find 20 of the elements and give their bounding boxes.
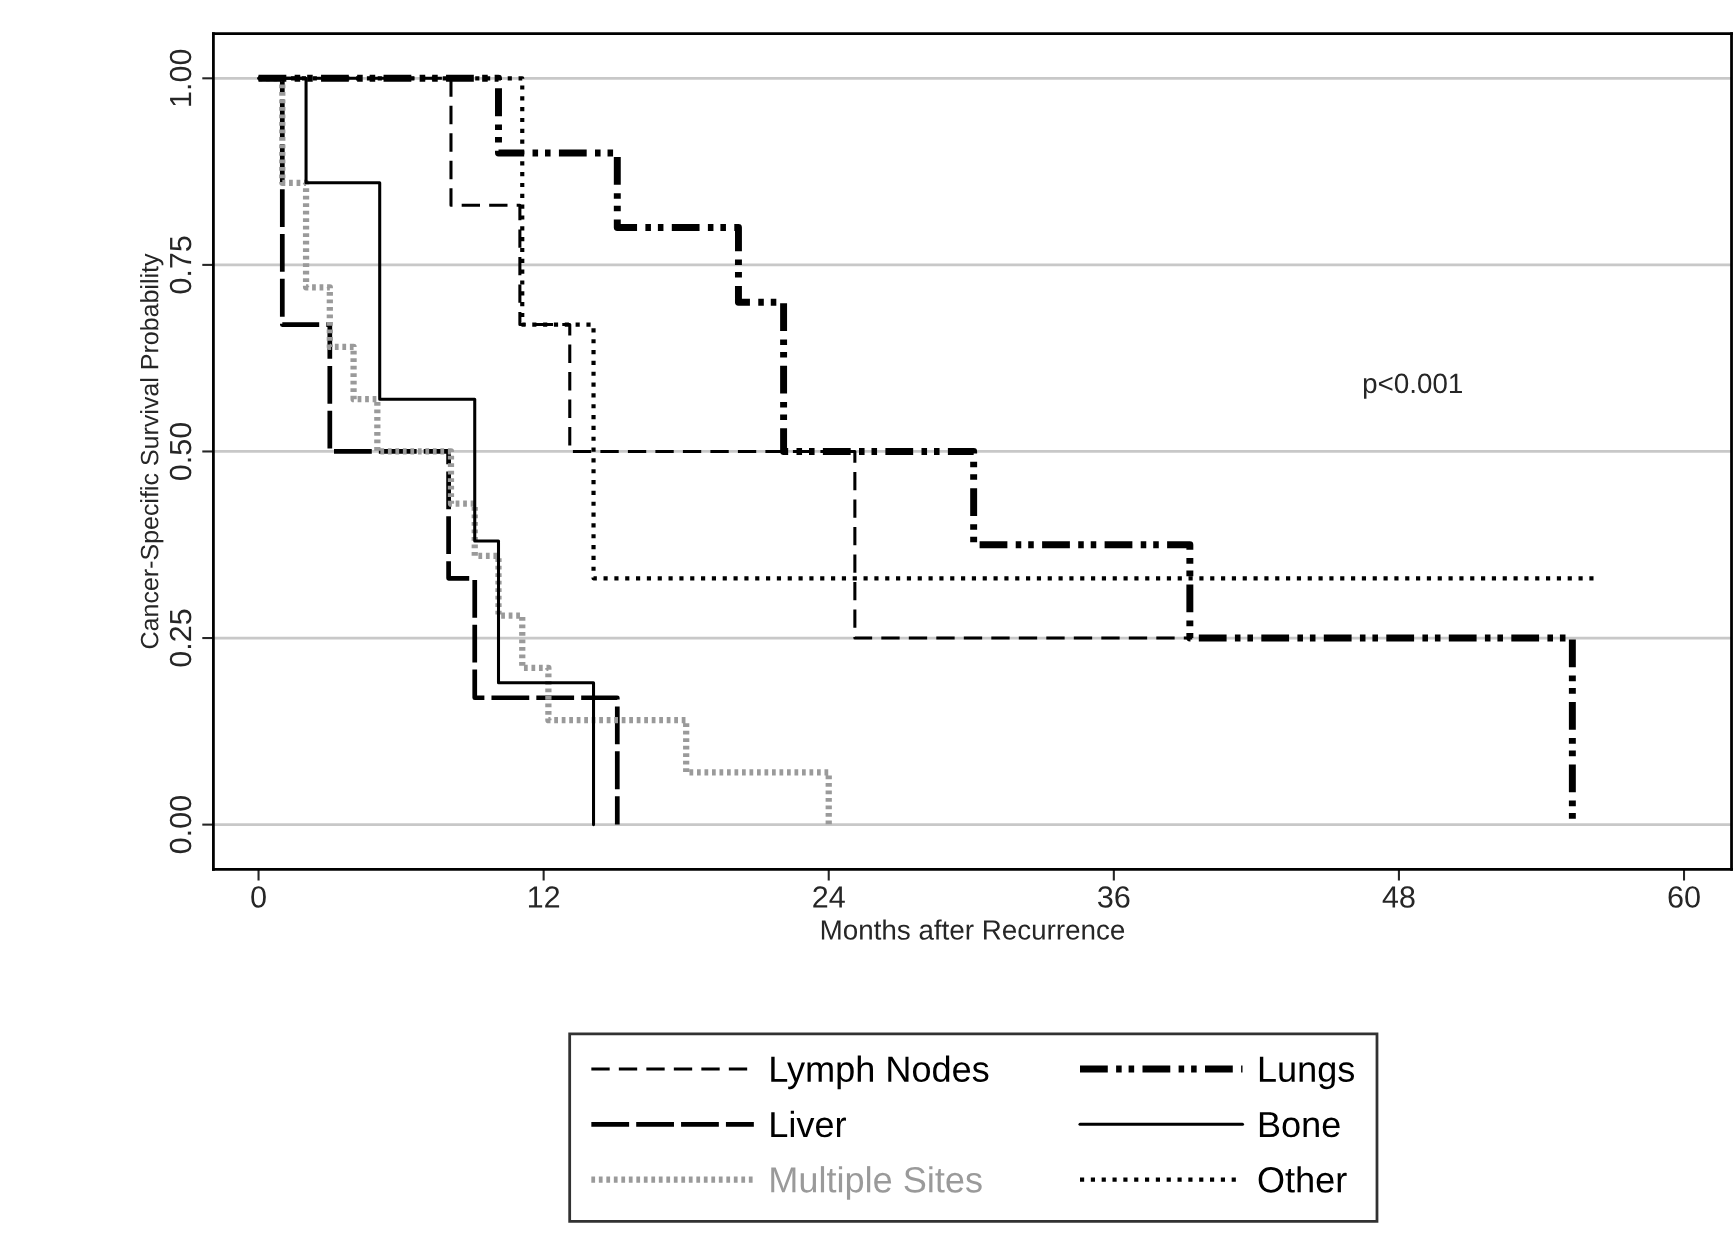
legend-label: Liver	[771, 1110, 846, 1138]
legend-label: Multiple Sites	[771, 1166, 982, 1200]
x-tick-label: 60	[1668, 886, 1700, 908]
legend-label: Bone	[1259, 1112, 1340, 1138]
legend-label: Other	[1258, 1166, 1347, 1193]
y-tick-label: 0.50	[169, 422, 192, 481]
x-tick-label: 0	[251, 886, 266, 908]
x-tick-label: 36	[1098, 886, 1130, 908]
y-tick-label: 1.00	[169, 49, 192, 106]
legend-label: Lymph Nodes	[771, 1055, 989, 1090]
legend-label: Lungs	[1259, 1056, 1355, 1090]
y-axis-title: Cancer-Specific Survival Probability	[140, 253, 164, 649]
y-tick-label: 0.75	[169, 236, 192, 294]
y-tick-label: 0.25	[169, 609, 192, 667]
x-tick-label: 12	[528, 886, 560, 908]
annotation: p<0.001	[1363, 373, 1462, 399]
x-axis-title: Months after Recurrence	[821, 919, 1125, 940]
x-tick-label: 48	[1382, 886, 1415, 908]
x-tick-label: 24	[813, 886, 845, 908]
y-tick-label: 0.00	[169, 796, 192, 854]
